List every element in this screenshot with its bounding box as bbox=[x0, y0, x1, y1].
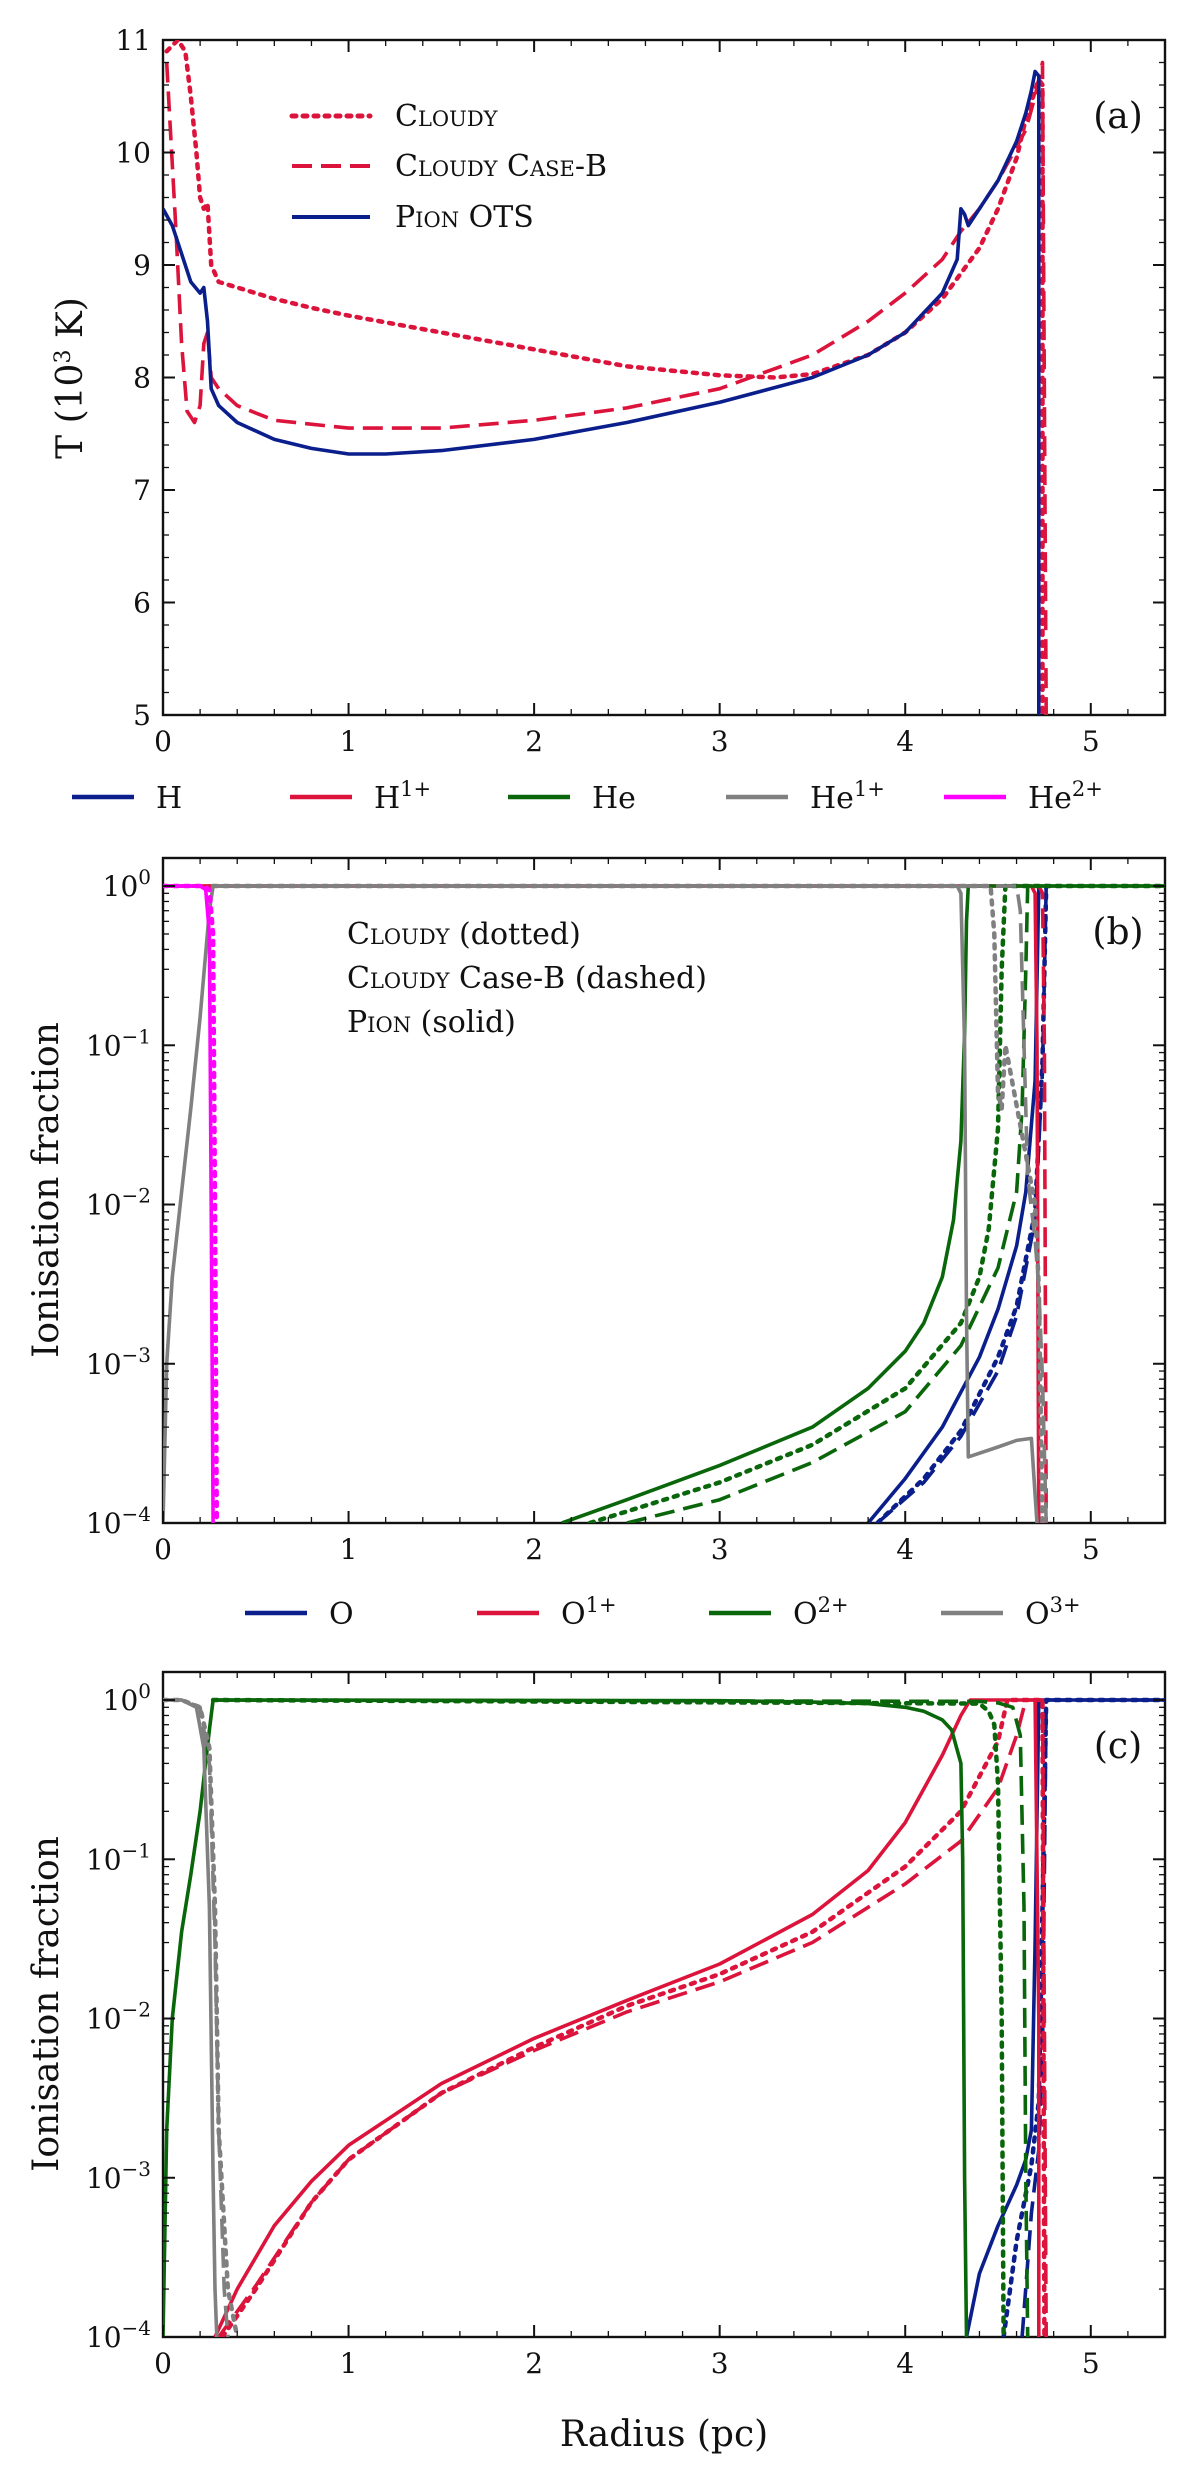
panel-a-label: (a) bbox=[1093, 96, 1143, 137]
legend-row-c: O O1+ O2+ O3+ bbox=[245, 1593, 1081, 1632]
x-tick-label: 2 bbox=[525, 725, 543, 758]
series-o1--dashed bbox=[217, 1698, 1048, 2337]
y-tick-label: 10−2 bbox=[86, 1998, 151, 2036]
x-tick-label: 5 bbox=[1082, 725, 1100, 758]
x-tick-label: 1 bbox=[340, 1533, 358, 1566]
y-tick-label: 10−3 bbox=[86, 2157, 151, 2195]
panel-b: 0 1 2 3 4 5 10−4 10−3 10−2 10−1 100 Ionisation fra… bbox=[26, 856, 1167, 1566]
panel-c-label: (c) bbox=[1094, 1726, 1142, 1767]
y-tick-label: 7 bbox=[133, 474, 151, 507]
x-tick-label: 3 bbox=[711, 2347, 729, 2380]
legend-pion-ots-label: Pion OTS bbox=[395, 200, 534, 235]
annotation-line-3: Pion (solid) bbox=[347, 1005, 516, 1040]
x-tick-label: 5 bbox=[1082, 2347, 1100, 2380]
y-tick-label: 100 bbox=[103, 1679, 151, 1717]
annotation-line-2: Cloudy Case-B (dashed) bbox=[347, 961, 707, 996]
x-tick-label: 4 bbox=[896, 2347, 914, 2380]
series-he-dotted bbox=[587, 883, 1165, 1523]
panel-c: 0 1 2 3 4 5 10−4 10−3 10−2 10−1 100 Ionisation fra… bbox=[26, 1670, 1167, 2455]
series-pion-ots-solid bbox=[163, 69, 1041, 715]
series-he1--solid bbox=[163, 884, 1039, 1523]
series-he2--dotted bbox=[163, 883, 220, 1523]
panel-c-series bbox=[163, 1697, 1165, 2337]
series-o2--dashed bbox=[213, 1698, 1030, 2337]
panel-a-legend: Cloudy Cloudy Case-B Pion OTS bbox=[289, 99, 607, 235]
y-tick-label: 10−1 bbox=[86, 1024, 151, 1062]
series-he-dashed bbox=[626, 884, 1165, 1523]
panel-b-series bbox=[163, 883, 1165, 1523]
series-he-solid bbox=[561, 884, 1165, 1523]
panel-b-ylabel: Ionisation fraction bbox=[26, 1022, 67, 1358]
legend-row-b: H H1+ He He1+ He2+ bbox=[72, 777, 1103, 816]
x-tick-label: 3 bbox=[711, 725, 729, 758]
series-o2--dotted bbox=[210, 1697, 1006, 2337]
legend-label-h: H bbox=[156, 781, 182, 816]
y-tick-label: 100 bbox=[103, 865, 151, 903]
x-tick-label: 0 bbox=[154, 725, 172, 758]
panel-b-frame bbox=[161, 856, 1167, 1525]
x-tick-label: 1 bbox=[340, 725, 358, 758]
x-tick-label: 0 bbox=[154, 2347, 172, 2380]
panel-a-ylabel: T (103 K) bbox=[50, 297, 91, 459]
x-tick-label: 4 bbox=[896, 1533, 914, 1566]
series-h-solid bbox=[866, 885, 1041, 1523]
panel-b-label: (b) bbox=[1092, 912, 1143, 953]
panel-c-frame bbox=[161, 1670, 1167, 2339]
y-tick-label: 6 bbox=[133, 587, 151, 620]
panel-a-series bbox=[163, 40, 1049, 715]
panel-c-ylabel: Ionisation fraction bbox=[26, 1836, 67, 2172]
y-tick-label: 10 bbox=[115, 137, 151, 170]
legend-label-h1: H1+ bbox=[374, 777, 431, 816]
panel-b-annotation: Cloudy (dotted) Cloudy Case-B (dashed) P… bbox=[347, 917, 707, 1040]
series-o-dashed bbox=[1020, 1698, 1165, 2337]
legend-label-o: O bbox=[329, 1597, 354, 1632]
y-tick-label: 11 bbox=[115, 24, 151, 57]
y-tick-label: 5 bbox=[133, 699, 151, 732]
series-o-dotted bbox=[1001, 1697, 1165, 2337]
y-tick-label: 10−3 bbox=[86, 1343, 151, 1381]
x-tick-label: 4 bbox=[896, 725, 914, 758]
legend-cloudy-label: Cloudy bbox=[395, 99, 499, 134]
x-tick-label: 2 bbox=[525, 1533, 543, 1566]
panel-c-xlabel: Radius (pc) bbox=[560, 2414, 768, 2455]
x-tick-label: 3 bbox=[711, 1533, 729, 1566]
series-cloudy-dotted bbox=[164, 40, 1049, 715]
y-tick-label: 10−4 bbox=[86, 1502, 151, 1540]
series-o3--dashed bbox=[163, 1698, 230, 2337]
legend-label-o3: O3+ bbox=[1025, 1593, 1081, 1632]
legend-label-o1: O1+ bbox=[561, 1593, 617, 1632]
y-tick-label: 9 bbox=[133, 249, 151, 282]
x-tick-label: 0 bbox=[154, 1533, 172, 1566]
y-tick-label: 8 bbox=[133, 362, 151, 395]
y-tick-label: 10−2 bbox=[86, 1184, 151, 1222]
series-o1--solid bbox=[213, 1698, 1041, 2337]
panel-a: 0 1 2 3 4 5 5 6 7 8 9 10 11 T (103 K) (a) Cloudy Clo… bbox=[50, 24, 1167, 758]
annotation-line-1: Cloudy (dotted) bbox=[347, 917, 581, 952]
series-o2--solid bbox=[163, 1698, 969, 2337]
y-tick-label: 10−4 bbox=[86, 2316, 151, 2354]
x-tick-label: 5 bbox=[1082, 1533, 1100, 1566]
legend-label-he1: He1+ bbox=[810, 777, 885, 816]
series-h-dashed bbox=[876, 885, 1048, 1523]
x-tick-label: 2 bbox=[525, 2347, 543, 2380]
x-tick-label: 1 bbox=[340, 2347, 358, 2380]
legend-label-he2: He2+ bbox=[1028, 777, 1103, 816]
series-o-solid bbox=[964, 1698, 1165, 2337]
legend-cloudy-caseb-label: Cloudy Case-B bbox=[395, 149, 607, 184]
legend-label-he: He bbox=[592, 781, 636, 816]
y-tick-label: 10−1 bbox=[86, 1838, 151, 1876]
legend-label-o2: O2+ bbox=[793, 1593, 849, 1632]
series-h-dotted bbox=[875, 883, 1049, 1523]
